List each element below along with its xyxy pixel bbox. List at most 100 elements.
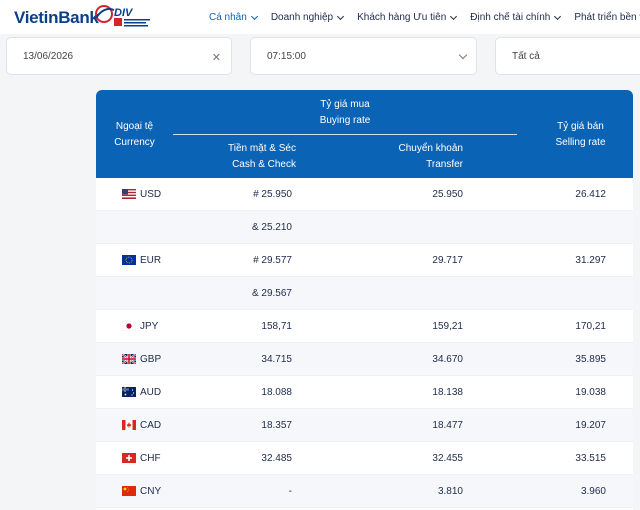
logo-text-vietin: Vietin <box>14 8 59 27</box>
div-badge-logo: DIV <box>114 3 154 31</box>
header-transfer-vi: Chuyển khoản <box>398 143 464 154</box>
nav-dinh-che-tai-chinh[interactable]: Định chế tài chính <box>470 12 562 23</box>
header-cash-vi: Tiền mặt & Séc <box>228 143 296 154</box>
nav-label: Doanh nghiệp <box>270 12 334 23</box>
table-row: USD # 25.950 25.950 26.412 <box>96 178 633 211</box>
nav-khach-hang-uu-tien[interactable]: Khách hàng Ưu tiên <box>357 12 458 23</box>
table-row: & 25.210 <box>96 211 633 244</box>
selling-rate: 19.038 <box>575 387 606 398</box>
table-row: CHF 32.485 32.455 33.515 <box>96 442 633 475</box>
chevron-down-icon <box>450 12 458 20</box>
filter-bar: 13/06/2026 ✕ 07:15:00 Tất cả <box>0 37 640 75</box>
header-currency-vi: Ngoại tệ <box>115 121 154 132</box>
gb-flag-icon <box>122 354 136 364</box>
scope-value: Tất cả <box>512 50 540 62</box>
cash-rate: 34.715 <box>261 354 292 365</box>
currency-code: JPY <box>140 321 159 332</box>
selling-rate: 31.297 <box>575 255 606 266</box>
nav-label: Cá nhân <box>209 12 247 23</box>
header-buying: Tỷ giá mua Buying rate <box>173 97 517 129</box>
table-row: JPY 158,71 159,21 170,21 <box>96 310 633 343</box>
ca-flag-icon <box>122 420 136 430</box>
nav-label: Phát triển bền vững <box>574 12 640 23</box>
date-input[interactable]: 13/06/2026 ✕ <box>6 37 232 75</box>
cash-rate: 32.485 <box>261 453 292 464</box>
transfer-rate: 25.950 <box>432 189 463 200</box>
scope-select[interactable]: Tất cả <box>495 37 640 75</box>
cash-rate: 18.088 <box>261 387 292 398</box>
header-transfer-en: Transfer <box>426 159 463 170</box>
chevron-down-icon <box>250 12 258 20</box>
transfer-rate: 29.717 <box>432 255 463 266</box>
table-row: & 29.567 <box>96 277 633 310</box>
header-buying-vi: Tỷ giá mua <box>320 99 370 110</box>
currency-code: CHF <box>140 453 161 464</box>
transfer-rate: 34.670 <box>432 354 463 365</box>
currency-code: USD <box>140 189 162 200</box>
exchange-rate-table: Ngoại tệ Currency Tỷ giá mua Buying rate… <box>96 90 633 510</box>
header-transfer: Chuyển khoản Transfer <box>356 141 464 173</box>
us-flag-icon <box>122 189 136 199</box>
au-flag-icon <box>122 387 136 397</box>
transfer-rate: 32.455 <box>432 453 463 464</box>
chevron-down-icon <box>337 12 345 20</box>
nav-label: Khách hàng Ưu tiên <box>357 12 447 23</box>
eu-flag-icon <box>122 255 136 265</box>
header-divider <box>173 134 517 135</box>
header-cash-en: Cash & Check <box>232 159 296 170</box>
table-row: EUR # 29.577 29.717 31.297 <box>96 244 633 277</box>
selling-rate: 26.412 <box>575 189 606 200</box>
nav-doanh-nghiep[interactable]: Doanh nghiệp <box>270 12 345 23</box>
cash-rate: & 25.210 <box>251 222 292 233</box>
main-nav: Cá nhân Doanh nghiệp Khách hàng Ưu tiên … <box>209 12 640 23</box>
header-selling-en: Selling rate <box>555 137 606 148</box>
cash-rate: & 29.567 <box>251 288 292 299</box>
date-value: 13/06/2026 <box>23 50 74 62</box>
vietinbank-logo[interactable]: VietinBank <box>14 5 115 30</box>
transfer-rate: 159,21 <box>432 321 463 332</box>
table-row: AUD 18.088 18.138 19.038 <box>96 376 633 409</box>
transfer-rate: 18.477 <box>432 420 463 431</box>
logo-text-bank: Bank <box>58 8 99 27</box>
jp-flag-icon <box>122 321 136 331</box>
div-badge-text: DIV <box>114 7 133 19</box>
selling-rate: 33.515 <box>575 453 606 464</box>
top-navbar: VietinBank DIV Cá nhân Doanh nghiệp Khác… <box>0 0 640 34</box>
chevron-down-icon <box>458 50 468 60</box>
chevron-down-icon <box>554 12 562 20</box>
table-header: Ngoại tệ Currency Tỷ giá mua Buying rate… <box>96 90 633 178</box>
currency-code: CAD <box>140 420 162 431</box>
currency-code: AUD <box>140 387 162 398</box>
currency-code: GBP <box>140 354 162 365</box>
cash-rate: 158,71 <box>261 321 292 332</box>
time-value: 07:15:00 <box>267 50 306 62</box>
transfer-rate: 18.138 <box>432 387 463 398</box>
cash-rate: - <box>288 486 292 497</box>
header-buying-en: Buying rate <box>319 115 371 126</box>
header-currency: Ngoại tệ Currency <box>96 119 173 151</box>
ch-flag-icon <box>122 453 136 463</box>
cash-rate: # 25.950 <box>253 189 292 200</box>
cn-flag-icon <box>122 486 136 496</box>
header-cash: Tiền mặt & Séc Cash & Check <box>196 141 296 173</box>
table-row: GBP 34.715 34.670 35.895 <box>96 343 633 376</box>
selling-rate: 35.895 <box>575 354 606 365</box>
transfer-rate: 3.810 <box>437 486 463 497</box>
selling-rate: 19.207 <box>575 420 606 431</box>
table-row: CAD 18.357 18.477 19.207 <box>96 409 633 442</box>
selling-rate: 3.960 <box>580 486 606 497</box>
nav-label: Định chế tài chính <box>470 12 551 23</box>
currency-code: CNY <box>140 486 162 497</box>
table-row: CNY - 3.810 3.960 <box>96 475 633 508</box>
cash-rate: # 29.577 <box>253 255 292 266</box>
nav-phat-trien-ben-vung[interactable]: Phát triển bền vững <box>574 12 640 23</box>
time-select[interactable]: 07:15:00 <box>250 37 477 75</box>
header-selling: Tỷ giá bán Selling rate <box>517 119 633 151</box>
div-badge-graphic-icon <box>114 18 150 27</box>
clear-icon[interactable]: ✕ <box>211 52 221 64</box>
cash-rate: 18.357 <box>261 420 292 431</box>
nav-ca-nhan[interactable]: Cá nhân <box>209 12 258 23</box>
header-currency-en: Currency <box>114 137 155 148</box>
header-selling-vi: Tỷ giá bán <box>557 121 604 132</box>
logo-swoosh-icon <box>95 5 115 23</box>
